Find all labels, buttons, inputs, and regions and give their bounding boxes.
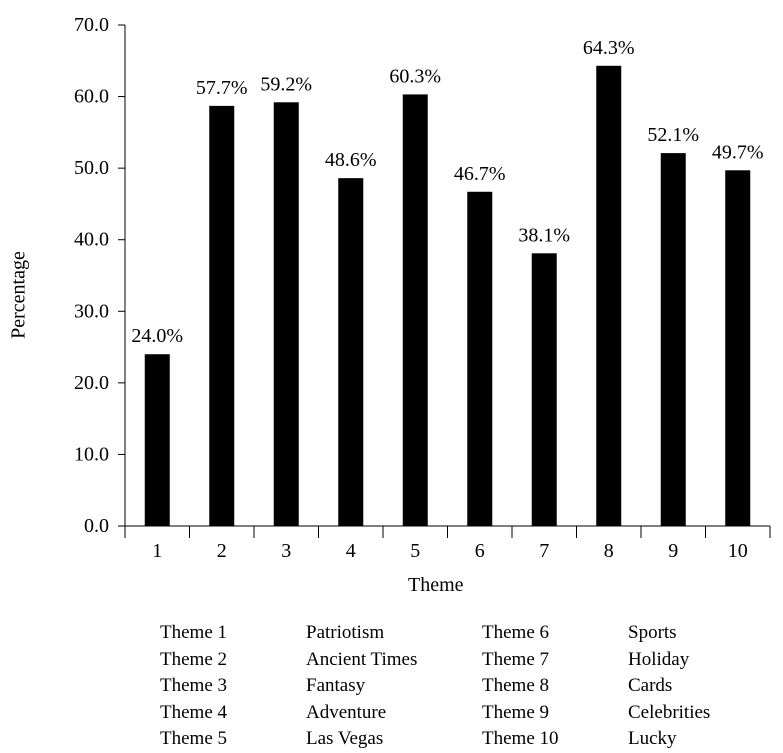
x-tick-label: 2 [217, 540, 227, 562]
chart-axes: 0.0 10.0 20.0 30.0 40.0 50.0 60.0 70.0 1 2 3 4 5 6 7 8 9… [74, 14, 771, 562]
x-tick-label: 7 [539, 540, 549, 562]
legend-theme: Theme 4 [160, 701, 228, 723]
bar [273, 102, 299, 526]
legend-theme: Theme 5 [160, 728, 228, 749]
bar-value-label: 49.7% [712, 141, 764, 163]
y-tick-label: 40.0 [74, 229, 109, 251]
bar [531, 253, 557, 526]
y-tick-label: 20.0 [74, 372, 109, 394]
legend-theme: Theme 3 [160, 675, 228, 696]
bar [209, 105, 235, 526]
bar-value-label: 60.3% [389, 65, 441, 87]
legend-name: Celebrities [628, 701, 711, 723]
bar-chart: 0.0 10.0 20.0 30.0 40.0 50.0 60.0 70.0 1 2 3 4 5 6 7 8 9… [74, 14, 771, 562]
y-tick-label: 70.0 [74, 14, 109, 36]
y-tick-label: 60.0 [74, 86, 109, 108]
legend-name: Lucky [628, 728, 677, 749]
bar-value-label: 64.3% [583, 37, 635, 59]
legend-name: Ancient Times [306, 648, 418, 670]
bar-value-label: 57.7% [196, 77, 248, 99]
bar [467, 191, 493, 527]
legend-col-name-b: Sports Holiday Cards Celebrities Lucky [628, 620, 710, 753]
x-tick-label: 9 [668, 540, 678, 562]
bar [402, 94, 428, 526]
legend-theme: Theme 7 [482, 648, 550, 670]
bar-value-label: 52.1% [647, 124, 699, 146]
legend-col-theme-a: Theme 1 Theme 2 Theme 3 Theme 4 Theme 5 [160, 620, 227, 753]
legend-col-theme-b: Theme 6 Theme 7 Theme 8 Theme 9 Theme 10 [482, 620, 559, 753]
x-tick-label: 8 [604, 540, 614, 562]
chart-data-labels: 24.0% 57.7% 59.2% 48.6% 60.3% 46.7% 38.1% 64.3%… [131, 37, 763, 347]
legend-name: Patriotism [306, 622, 385, 643]
y-tick-label: 30.0 [74, 300, 109, 322]
legend-name: Fantasy [306, 675, 366, 696]
chart-bars [144, 65, 751, 527]
bar-value-label: 59.2% [260, 73, 312, 95]
x-tick-label: 10 [728, 540, 748, 562]
bar-value-label: 24.0% [131, 325, 183, 347]
bar [144, 354, 170, 526]
x-axis-title: Theme [408, 574, 464, 596]
x-tick-label: 1 [152, 540, 162, 562]
legend-name: Holiday [628, 648, 690, 670]
legend-name: Sports [628, 622, 677, 643]
bar [725, 170, 751, 527]
bar [660, 153, 686, 526]
x-tick-label: 3 [281, 540, 291, 562]
legend-theme: Theme 9 [482, 701, 550, 723]
bar-value-label: 46.7% [454, 163, 506, 185]
x-tick-label: 5 [410, 540, 420, 562]
bar [338, 178, 364, 527]
legend-theme: Theme 6 [482, 622, 550, 643]
legend-name: Adventure [306, 701, 387, 723]
bar-value-label: 48.6% [325, 149, 377, 171]
bar [596, 65, 622, 526]
y-tick-label: 10.0 [74, 443, 109, 465]
legend-theme: Theme 1 [160, 622, 228, 643]
y-axis-title-text: Percentage [7, 251, 30, 339]
y-tick-label: 50.0 [74, 157, 109, 179]
x-tick-label: 6 [475, 540, 485, 562]
legend-name: Cards [628, 675, 673, 696]
legend-theme: Theme 2 [160, 648, 228, 670]
legend-theme: Theme 8 [482, 675, 550, 696]
legend-name: Las Vegas [306, 728, 384, 749]
bar-value-label: 38.1% [518, 224, 570, 246]
y-tick-label: 0.0 [84, 515, 109, 537]
legend-col-name-a: Patriotism Ancient Times Fantasy Adventu… [306, 620, 417, 753]
legend-theme: Theme 10 [482, 728, 559, 749]
x-tick-label: 4 [346, 540, 356, 562]
y-axis-title: Percentage [4, 251, 34, 339]
